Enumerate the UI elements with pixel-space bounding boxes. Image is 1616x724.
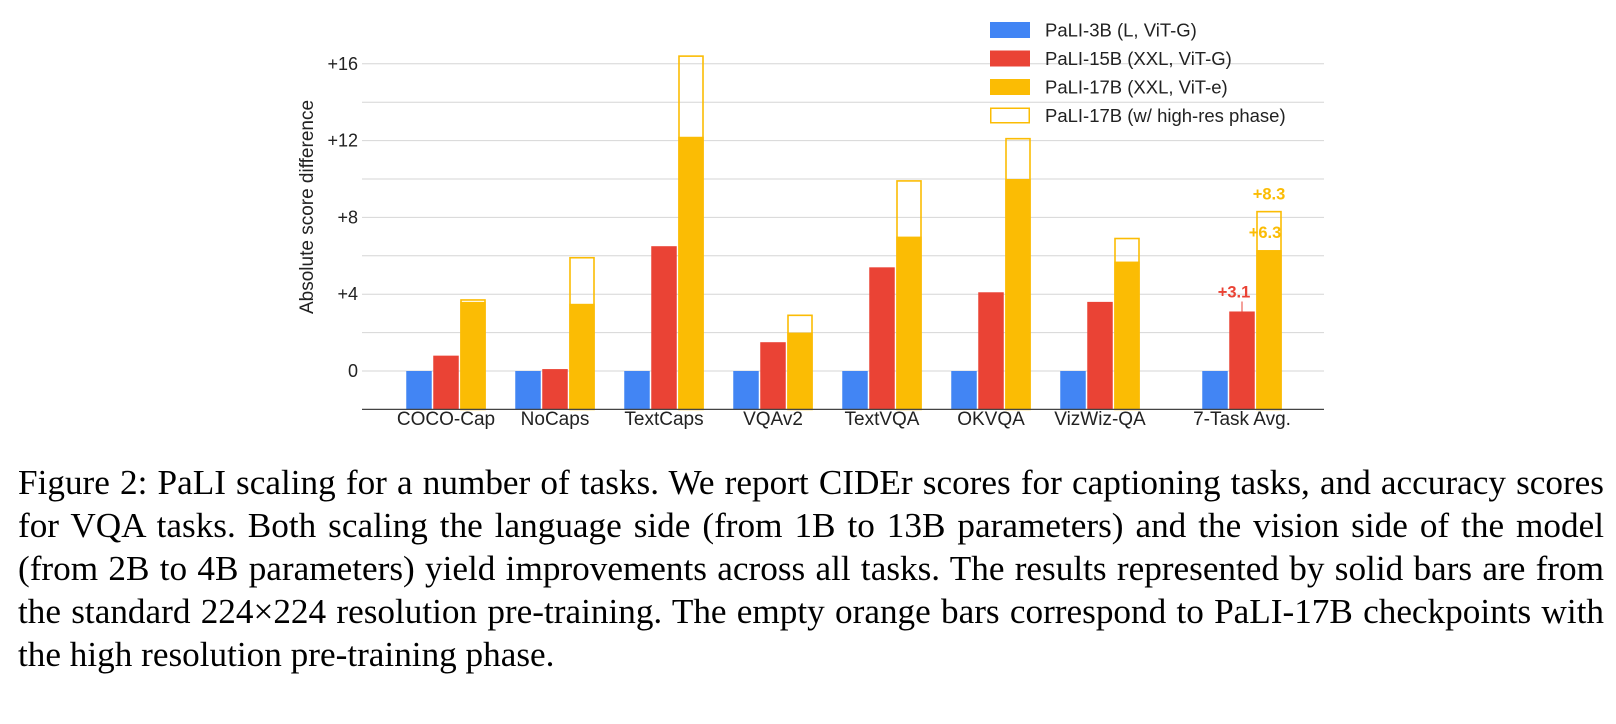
data-label: +3.1 xyxy=(1218,283,1251,301)
bar-pali-15b xyxy=(978,292,1004,410)
legend-label: PaLI-3B (L, ViT-G) xyxy=(1045,20,1197,41)
bar-pali-15b xyxy=(1087,301,1113,410)
bar-pali-17b xyxy=(787,332,813,410)
bar-pali-17b xyxy=(896,236,922,410)
bars xyxy=(406,55,1282,411)
bar-pali-17b xyxy=(678,136,704,410)
legend-swatch xyxy=(990,107,1030,124)
x-category-label: VizWiz-QA xyxy=(1054,409,1146,430)
bar-pali-3b xyxy=(842,371,868,410)
data-label: +8.3 xyxy=(1253,186,1286,204)
legend-swatch xyxy=(990,22,1030,38)
legend-swatch xyxy=(990,79,1030,95)
y-tick-label: 0 xyxy=(348,361,358,381)
bar-pali-15b xyxy=(433,355,459,410)
x-category-label: OKVQA xyxy=(957,409,1025,430)
bar-pali-17b xyxy=(1256,250,1282,410)
legend-label: PaLI-17B (XXL, ViT-e) xyxy=(1045,77,1228,98)
bar-pali-3b xyxy=(733,371,759,410)
legend-swatch xyxy=(990,50,1030,67)
y-tick-label: +16 xyxy=(327,54,358,74)
x-category-label: NoCaps xyxy=(521,409,590,430)
legend-label: PaLI-15B (XXL, ViT-G) xyxy=(1045,48,1232,69)
bar-pali-15b xyxy=(760,342,786,410)
x-category-label: TextCaps xyxy=(624,409,703,430)
data-label: +6.3 xyxy=(1249,224,1282,242)
bar-pali-3b xyxy=(1060,371,1086,410)
bar-pali-3b xyxy=(515,371,541,410)
x-category-label: 7-Task Avg. xyxy=(1193,409,1291,430)
x-category-label: VQAv2 xyxy=(743,409,803,430)
figure-caption: Figure 2: PaLI scaling for a number of t… xyxy=(18,463,1604,674)
y-tick-label: +12 xyxy=(327,131,358,151)
bar-chart: 0 +4 +8 +12 +16 Absolute score difference COCO… xyxy=(297,20,1324,430)
axes: 0 +4 +8 +12 +16 Absolute score difference COCO… xyxy=(297,54,1324,430)
y-tick-label: +8 xyxy=(337,207,358,227)
data-labels: +3.1 +6.3 +8.3 xyxy=(1218,186,1286,312)
legend: PaLI-3B (L, ViT-G) PaLI-15B (XXL, ViT-G) P… xyxy=(990,20,1286,126)
bar-pali-3b xyxy=(406,371,432,410)
x-category-label: TextVQA xyxy=(845,409,920,430)
bar-pali-3b xyxy=(951,371,977,410)
legend-label: PaLI-17B (w/ high-res phase) xyxy=(1045,105,1286,126)
bar-pali-15b xyxy=(542,369,568,410)
bar-pali-17b xyxy=(569,303,595,410)
bar-pali-15b xyxy=(869,267,895,410)
bar-pali-17b xyxy=(1114,261,1140,410)
gridlines xyxy=(362,63,1324,372)
y-axis-title: Absolute score difference xyxy=(297,100,318,314)
bar-pali-3b xyxy=(624,371,650,410)
y-tick-label: +4 xyxy=(337,284,358,304)
bar-pali-17b xyxy=(460,301,486,410)
bar-pali-15b xyxy=(651,246,677,410)
bar-pali-15b xyxy=(1229,311,1255,410)
x-category-label: COCO-Cap xyxy=(397,409,495,430)
bar-pali-3b xyxy=(1202,371,1228,410)
bar-pali-17b xyxy=(1005,179,1031,410)
